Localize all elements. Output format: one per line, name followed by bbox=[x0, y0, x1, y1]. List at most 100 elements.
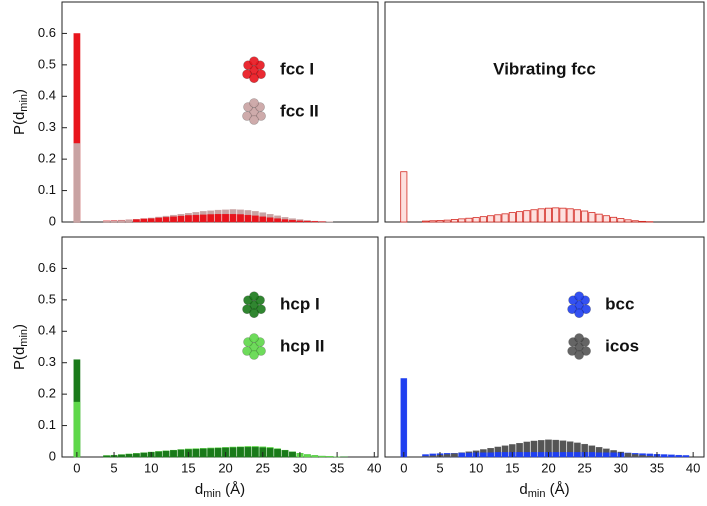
histogram-bar bbox=[259, 216, 267, 223]
histogram-bar bbox=[303, 454, 311, 458]
x-tick-label: 40 bbox=[686, 460, 700, 475]
atom bbox=[249, 291, 259, 302]
x-axis-label-sub: min bbox=[203, 488, 221, 500]
histogram-bar bbox=[326, 456, 334, 458]
atom bbox=[567, 304, 577, 315]
histogram-bar bbox=[516, 452, 523, 458]
histogram-bar bbox=[251, 215, 259, 223]
y-axis-label: P(dmin) bbox=[11, 89, 30, 135]
histogram-bar bbox=[147, 218, 155, 223]
x-axis-label-end: (Å) bbox=[221, 481, 245, 498]
histogram-bar bbox=[110, 220, 118, 223]
legend-icon bbox=[242, 56, 266, 83]
atom bbox=[249, 308, 259, 319]
histogram-bar bbox=[638, 220, 647, 223]
atom bbox=[581, 346, 591, 356]
histogram-bar bbox=[229, 447, 237, 458]
histogram-bar bbox=[199, 214, 207, 223]
histogram-bar bbox=[170, 216, 177, 223]
legend-label: icos bbox=[605, 336, 639, 355]
histogram-bar bbox=[559, 452, 567, 458]
y-tick-label: 0.6 bbox=[38, 260, 56, 275]
histogram-bar bbox=[140, 218, 148, 223]
legend-label: fcc II bbox=[280, 101, 319, 120]
histogram-bar bbox=[132, 219, 140, 223]
y-tick-label: 0.3 bbox=[38, 119, 56, 134]
legend-icon bbox=[242, 98, 266, 125]
histogram-bar bbox=[274, 218, 281, 223]
atom bbox=[242, 304, 252, 315]
y-axis-label-sub: min bbox=[18, 94, 30, 112]
x-tick-label: 10 bbox=[144, 460, 158, 475]
atom bbox=[249, 350, 259, 360]
legend-label: Vibrating fcc bbox=[493, 60, 596, 79]
histogram-bar bbox=[118, 220, 125, 223]
histogram-bar bbox=[177, 449, 185, 458]
y-axis-label-end: ) bbox=[11, 324, 28, 329]
histogram-bar bbox=[479, 216, 487, 223]
y-tick-label: 0.1 bbox=[38, 417, 56, 432]
atom bbox=[256, 69, 266, 79]
histogram-bar bbox=[443, 219, 451, 223]
x-axis-label-main: d bbox=[519, 481, 527, 498]
histogram-bar bbox=[646, 455, 654, 458]
histogram-bar bbox=[103, 455, 110, 458]
y-tick-label: 0.2 bbox=[38, 386, 56, 401]
histogram-bar bbox=[552, 452, 559, 458]
histogram-bar bbox=[207, 214, 215, 223]
histogram-bar bbox=[588, 452, 596, 458]
histogram-bar bbox=[487, 215, 495, 223]
histogram-bar bbox=[566, 208, 574, 223]
histogram-bar bbox=[222, 213, 229, 223]
histogram-bar bbox=[132, 453, 140, 458]
histogram-bar bbox=[244, 447, 252, 458]
y-tick-label: 0.1 bbox=[38, 182, 56, 197]
histogram-bar bbox=[303, 220, 311, 223]
histogram-bar bbox=[458, 452, 465, 458]
histogram-bar bbox=[660, 454, 668, 458]
histogram-bar bbox=[192, 448, 200, 458]
x-tick-label: 30 bbox=[614, 460, 628, 475]
histogram-bar bbox=[480, 452, 487, 458]
y-tick-label: 0 bbox=[49, 213, 56, 228]
histogram-bar bbox=[588, 212, 596, 223]
x-tick-label: 15 bbox=[505, 460, 519, 475]
atom bbox=[242, 69, 252, 79]
histogram-bar bbox=[458, 218, 466, 223]
histogram-bar bbox=[624, 453, 632, 458]
x-tick-label: 5 bbox=[436, 460, 443, 475]
histogram-bar bbox=[318, 455, 326, 458]
histogram-bar bbox=[631, 220, 639, 223]
histogram-bar bbox=[501, 452, 509, 458]
histogram-bar bbox=[274, 448, 281, 458]
histogram-bar bbox=[472, 217, 480, 223]
histogram-bar bbox=[125, 219, 133, 223]
histogram-bar bbox=[266, 448, 274, 458]
histogram-bar bbox=[603, 452, 610, 458]
histogram-bar bbox=[237, 447, 244, 458]
histogram-bar bbox=[443, 454, 451, 458]
histogram-bar bbox=[140, 452, 148, 458]
histogram-bar bbox=[494, 214, 502, 223]
y-tick-label: 0.4 bbox=[38, 323, 56, 338]
legend-icon bbox=[242, 291, 266, 319]
histogram-bar bbox=[516, 211, 524, 223]
histogram-bar bbox=[602, 215, 610, 223]
atom bbox=[581, 304, 591, 315]
histogram-bar bbox=[170, 450, 177, 458]
histogram-bar bbox=[429, 455, 437, 458]
histogram-bar bbox=[162, 217, 170, 223]
histogram-bar bbox=[523, 210, 531, 223]
x-axis-label-end: (Å) bbox=[545, 481, 569, 498]
y-tick-label: 0.6 bbox=[38, 25, 56, 40]
x-axis-label-main: d bbox=[195, 481, 203, 498]
y-axis-label: P(dmin) bbox=[11, 324, 30, 370]
histogram-bar bbox=[451, 453, 458, 458]
histogram-bar bbox=[296, 220, 304, 223]
atom bbox=[574, 333, 584, 343]
x-tick-label: 30 bbox=[293, 460, 307, 475]
histogram-bar bbox=[311, 221, 319, 223]
histogram-bar bbox=[537, 208, 545, 223]
histogram-bar bbox=[552, 207, 560, 223]
